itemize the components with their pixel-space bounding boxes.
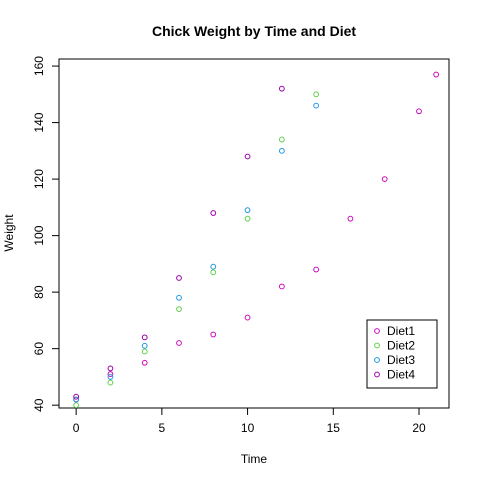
y-tick-label: 60: [32, 342, 46, 356]
x-tick-label: 15: [327, 421, 341, 435]
x-tick-label: 20: [412, 421, 426, 435]
legend-label: Diet4: [387, 368, 415, 382]
y-tick-label: 100: [32, 225, 46, 245]
y-tick-label: 40: [32, 398, 46, 412]
y-axis-label: Weight: [2, 214, 16, 252]
x-tick-label: 0: [73, 421, 80, 435]
y-tick-label: 80: [32, 285, 46, 299]
y-tick-label: 160: [32, 56, 46, 76]
legend-label: Diet1: [387, 324, 415, 338]
legend-label: Diet2: [387, 339, 415, 353]
x-tick-label: 10: [241, 421, 255, 435]
y-tick-label: 140: [32, 112, 46, 132]
x-tick-label: 5: [159, 421, 166, 435]
legend-label: Diet3: [387, 353, 415, 367]
y-tick-label: 120: [32, 169, 46, 189]
x-axis-label: Time: [241, 452, 268, 466]
chart-title: Chick Weight by Time and Diet: [152, 23, 356, 39]
